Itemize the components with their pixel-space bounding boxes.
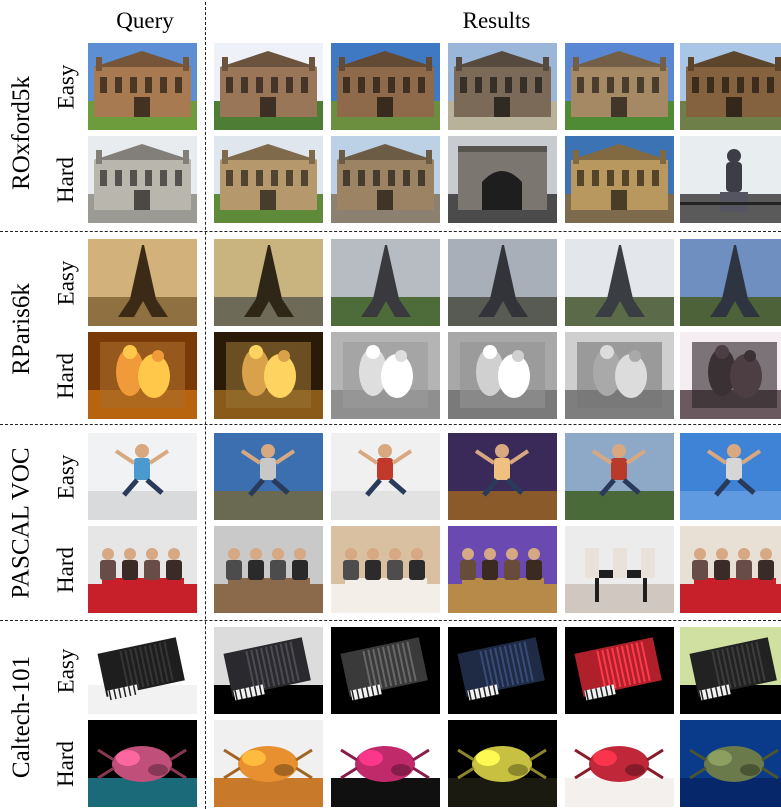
header-query: Query xyxy=(116,8,174,33)
result-image xyxy=(214,239,323,326)
result-image xyxy=(331,627,440,714)
result-image xyxy=(214,332,323,419)
result-image xyxy=(448,627,557,714)
result-image xyxy=(680,627,781,714)
result-image xyxy=(448,136,557,223)
query-image xyxy=(88,239,197,326)
result-image xyxy=(448,720,557,807)
difficulty-label-text: Hard xyxy=(53,352,79,399)
dataset-label: Caltech-101 xyxy=(0,627,44,807)
result-image xyxy=(214,136,323,223)
result-image xyxy=(331,43,440,130)
header-results: Results xyxy=(462,8,531,33)
result-image xyxy=(565,136,674,223)
difficulty-label: Hard xyxy=(44,136,88,223)
result-image xyxy=(331,332,440,419)
result-image xyxy=(214,43,323,130)
result-image xyxy=(331,526,440,613)
result-image xyxy=(214,433,323,520)
vertical-separator xyxy=(205,2,206,809)
dataset-label-text: RParis6k xyxy=(8,283,35,375)
query-image xyxy=(88,526,197,613)
result-image xyxy=(565,43,674,130)
result-image xyxy=(331,239,440,326)
result-image xyxy=(565,627,674,714)
difficulty-label: Hard xyxy=(44,526,88,613)
result-image xyxy=(331,136,440,223)
query-image xyxy=(88,332,197,419)
result-image xyxy=(565,239,674,326)
query-image xyxy=(88,136,197,223)
difficulty-label-text: Easy xyxy=(53,64,78,109)
result-image xyxy=(680,720,781,807)
result-image xyxy=(680,136,781,223)
result-image xyxy=(448,239,557,326)
query-image xyxy=(88,627,197,714)
result-image xyxy=(565,332,674,419)
result-image xyxy=(680,433,781,520)
result-image xyxy=(448,332,557,419)
difficulty-label: Easy xyxy=(44,627,88,714)
difficulty-label: Easy xyxy=(44,239,88,326)
difficulty-label-text: Hard xyxy=(53,546,79,593)
difficulty-label-text: Easy xyxy=(53,648,78,693)
query-image xyxy=(88,720,197,807)
difficulty-label: Hard xyxy=(44,720,88,807)
dataset-separator xyxy=(0,424,781,425)
dataset-label: RParis6k xyxy=(0,239,44,419)
difficulty-label-text: Easy xyxy=(53,454,78,499)
query-image xyxy=(88,43,197,130)
difficulty-label: Easy xyxy=(44,433,88,520)
dataset-separator xyxy=(0,231,781,232)
dataset-separator xyxy=(0,620,781,621)
dataset-label: ROxford5k xyxy=(0,43,44,223)
dataset-label-text: ROxford5k xyxy=(8,76,36,190)
difficulty-label-text: Easy xyxy=(53,260,78,305)
result-image xyxy=(448,433,557,520)
result-image xyxy=(565,720,674,807)
result-image xyxy=(680,239,781,326)
dataset-label-text: Caltech-101 xyxy=(8,655,35,779)
result-image xyxy=(214,526,323,613)
difficulty-label: Easy xyxy=(44,43,88,130)
result-image xyxy=(680,43,781,130)
result-image xyxy=(214,627,323,714)
result-image xyxy=(448,43,557,130)
dataset-label-text: PASCAL VOC xyxy=(8,447,36,599)
result-image xyxy=(214,720,323,807)
result-image xyxy=(331,433,440,520)
dataset-label: PASCAL VOC xyxy=(0,433,44,613)
result-image xyxy=(565,526,674,613)
result-image xyxy=(680,526,781,613)
query-image xyxy=(88,433,197,520)
result-image xyxy=(680,332,781,419)
difficulty-label-text: Hard xyxy=(53,740,79,787)
difficulty-label-text: Hard xyxy=(53,156,79,203)
result-image xyxy=(331,720,440,807)
result-image xyxy=(448,526,557,613)
result-image xyxy=(565,433,674,520)
difficulty-label: Hard xyxy=(44,332,88,419)
